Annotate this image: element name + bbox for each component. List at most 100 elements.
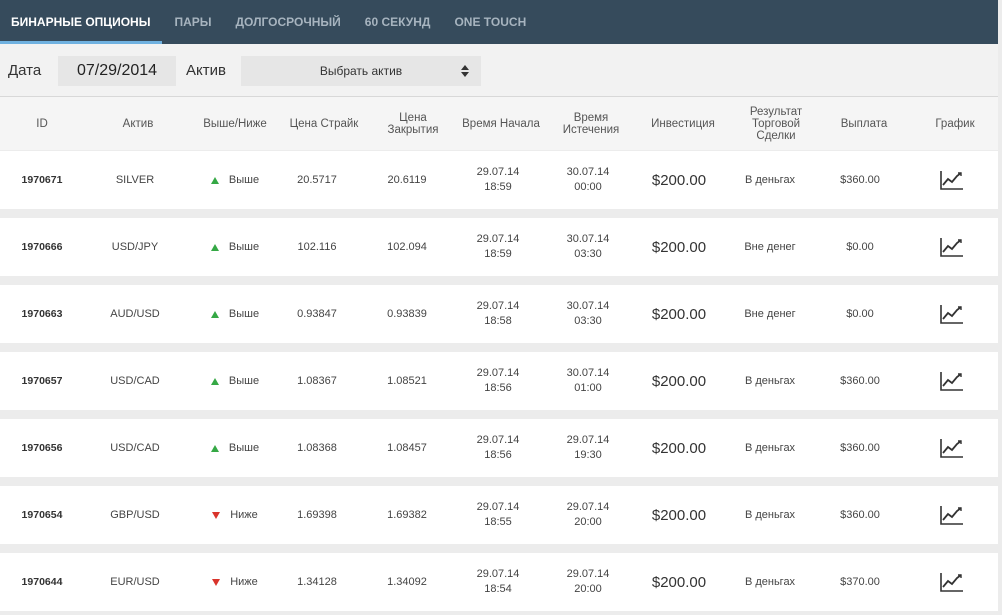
cell-chart <box>912 553 992 611</box>
chart-line-icon[interactable] <box>940 371 964 391</box>
cell-asset: USD/CAD <box>110 441 160 454</box>
cell-close: 1.34092 <box>387 575 427 588</box>
table-row: 1970671 SILVER Выше 20.5717 20.6119 29.07.14 1… <box>0 151 998 209</box>
chart-line-icon[interactable] <box>940 438 964 458</box>
cell-result: В деньгах <box>744 508 796 521</box>
asset-label: Актив <box>186 62 226 79</box>
cell-direction: Выше <box>190 151 280 209</box>
cell-id: 1970666 <box>21 240 63 253</box>
cell-asset: USD/JPY <box>111 240 159 253</box>
direction-label: Ниже <box>230 508 258 521</box>
cell-close: 1.69382 <box>387 508 427 521</box>
cell-payout: $0.00 <box>846 240 874 253</box>
cell-start: 29.07.14 18:55 <box>456 486 540 544</box>
cell-start: 29.07.14 18:59 <box>456 218 540 276</box>
direction-indicator: Ниже <box>212 575 258 590</box>
start-time: 18:55 <box>484 516 512 528</box>
cell-chart <box>912 218 992 276</box>
cell-chart <box>912 419 992 477</box>
cell-asset: SILVER <box>115 173 155 186</box>
cell-direction: Ниже <box>190 553 280 611</box>
cell-result: Вне денег <box>744 307 796 320</box>
table-row: 1970657 USD/CAD Выше 1.08367 1.08521 29.07.14… <box>0 352 998 410</box>
col-strike: Цена Страйк <box>289 118 359 130</box>
cell-direction: Выше <box>190 285 280 343</box>
chart-line-icon[interactable] <box>940 170 964 190</box>
cell-start: 29.07.14 18:59 <box>456 151 540 209</box>
date-label: Дата <box>8 62 42 79</box>
col-investment: Инвестиция <box>651 118 715 130</box>
expiry-time: 03:30 <box>574 315 602 327</box>
col-result: Результат Торговой Сделки <box>749 106 803 142</box>
tab-one-touch[interactable]: One Touch <box>454 15 527 29</box>
chart-line-icon[interactable] <box>940 237 964 257</box>
cell-payout: $360.00 <box>840 374 880 387</box>
cell-expiry: 29.07.14 19:30 <box>546 419 630 477</box>
cell-direction: Ниже <box>190 486 280 544</box>
direction-label: Выше <box>228 374 260 387</box>
chart-line-icon[interactable] <box>940 304 964 324</box>
direction-indicator: Выше <box>210 173 259 188</box>
cell-close: 1.08457 <box>387 441 427 454</box>
cell-start: 29.07.14 18:56 <box>456 419 540 477</box>
cell-result: Вне денег <box>744 240 796 253</box>
cell-expiry: 30.07.14 00:00 <box>546 151 630 209</box>
cell-id: 1970671 <box>21 173 63 186</box>
cell-investment: $200.00 <box>651 238 707 256</box>
expiry-date: 30.07.14 <box>566 233 610 245</box>
arrow-down-icon <box>212 578 221 586</box>
cell-chart <box>912 151 992 209</box>
tab-60-seconds[interactable]: 60 секунд <box>364 15 431 29</box>
cell-payout: $360.00 <box>840 441 880 454</box>
direction-indicator: Выше <box>210 374 260 389</box>
cell-start: 29.07.14 18:58 <box>456 285 540 343</box>
start-date: 29.07.14 <box>476 367 520 379</box>
date-input[interactable] <box>58 56 176 86</box>
expiry-date: 29.07.14 <box>566 434 610 446</box>
cell-start: 29.07.14 18:54 <box>456 553 540 611</box>
direction-indicator: Выше <box>210 307 259 322</box>
cell-strike: 1.34128 <box>297 575 337 588</box>
table-row: 1970663 AUD/USD Выше 0.93847 0.93839 29.07.14… <box>0 285 998 343</box>
chart-line-icon[interactable] <box>940 572 964 592</box>
cell-id: 1970657 <box>21 374 63 387</box>
tab-binary-options[interactable]: Бинарные опционы <box>0 0 163 44</box>
direction-indicator: Выше <box>210 240 259 255</box>
cell-direction: Выше <box>190 352 280 410</box>
arrow-up-icon <box>210 377 219 385</box>
asset-select-value: Выбрать актив <box>319 64 403 78</box>
cell-chart <box>912 285 992 343</box>
cell-asset: GBP/USD <box>110 508 160 521</box>
cell-strike: 1.69398 <box>297 508 337 521</box>
cell-chart <box>912 486 992 544</box>
start-time: 18:54 <box>484 583 512 595</box>
cell-id: 1970656 <box>21 441 63 454</box>
arrow-down-icon <box>212 511 221 519</box>
table-row: 1970656 USD/CAD Выше 1.08368 1.08457 29.07.14… <box>0 419 998 477</box>
expiry-time: 19:30 <box>574 449 602 461</box>
start-date: 29.07.14 <box>476 300 520 312</box>
arrow-up-icon <box>210 243 219 251</box>
cell-payout: $0.00 <box>846 307 874 320</box>
col-id: ID <box>36 118 48 130</box>
expiry-date: 29.07.14 <box>566 568 610 580</box>
cell-id: 1970663 <box>21 307 63 320</box>
table-row: 1970666 USD/JPY Выше 102.116 102.094 29.07.14… <box>0 218 998 276</box>
tab-bar: Бинарные опционы Пары Долгосрочный 60 се… <box>0 0 998 44</box>
col-direction: Выше/Ниже <box>203 118 267 130</box>
cell-result: В деньгах <box>744 575 796 588</box>
col-start: Время Начала <box>462 118 540 130</box>
expiry-time: 20:00 <box>574 516 602 528</box>
cell-id: 1970644 <box>21 575 63 588</box>
chart-line-icon[interactable] <box>940 505 964 525</box>
direction-indicator: Выше <box>210 441 259 456</box>
tab-long-term[interactable]: Долгосрочный <box>235 15 341 29</box>
cell-close: 1.08521 <box>387 374 427 387</box>
col-expiry: Время Истечения <box>562 112 620 136</box>
asset-select[interactable]: Выбрать актив <box>241 56 481 86</box>
tab-pairs[interactable]: Пары <box>174 15 212 29</box>
start-date: 29.07.14 <box>476 233 520 245</box>
expiry-time: 03:30 <box>574 248 602 260</box>
arrow-up-icon <box>210 176 219 184</box>
expiry-date: 29.07.14 <box>566 501 610 513</box>
